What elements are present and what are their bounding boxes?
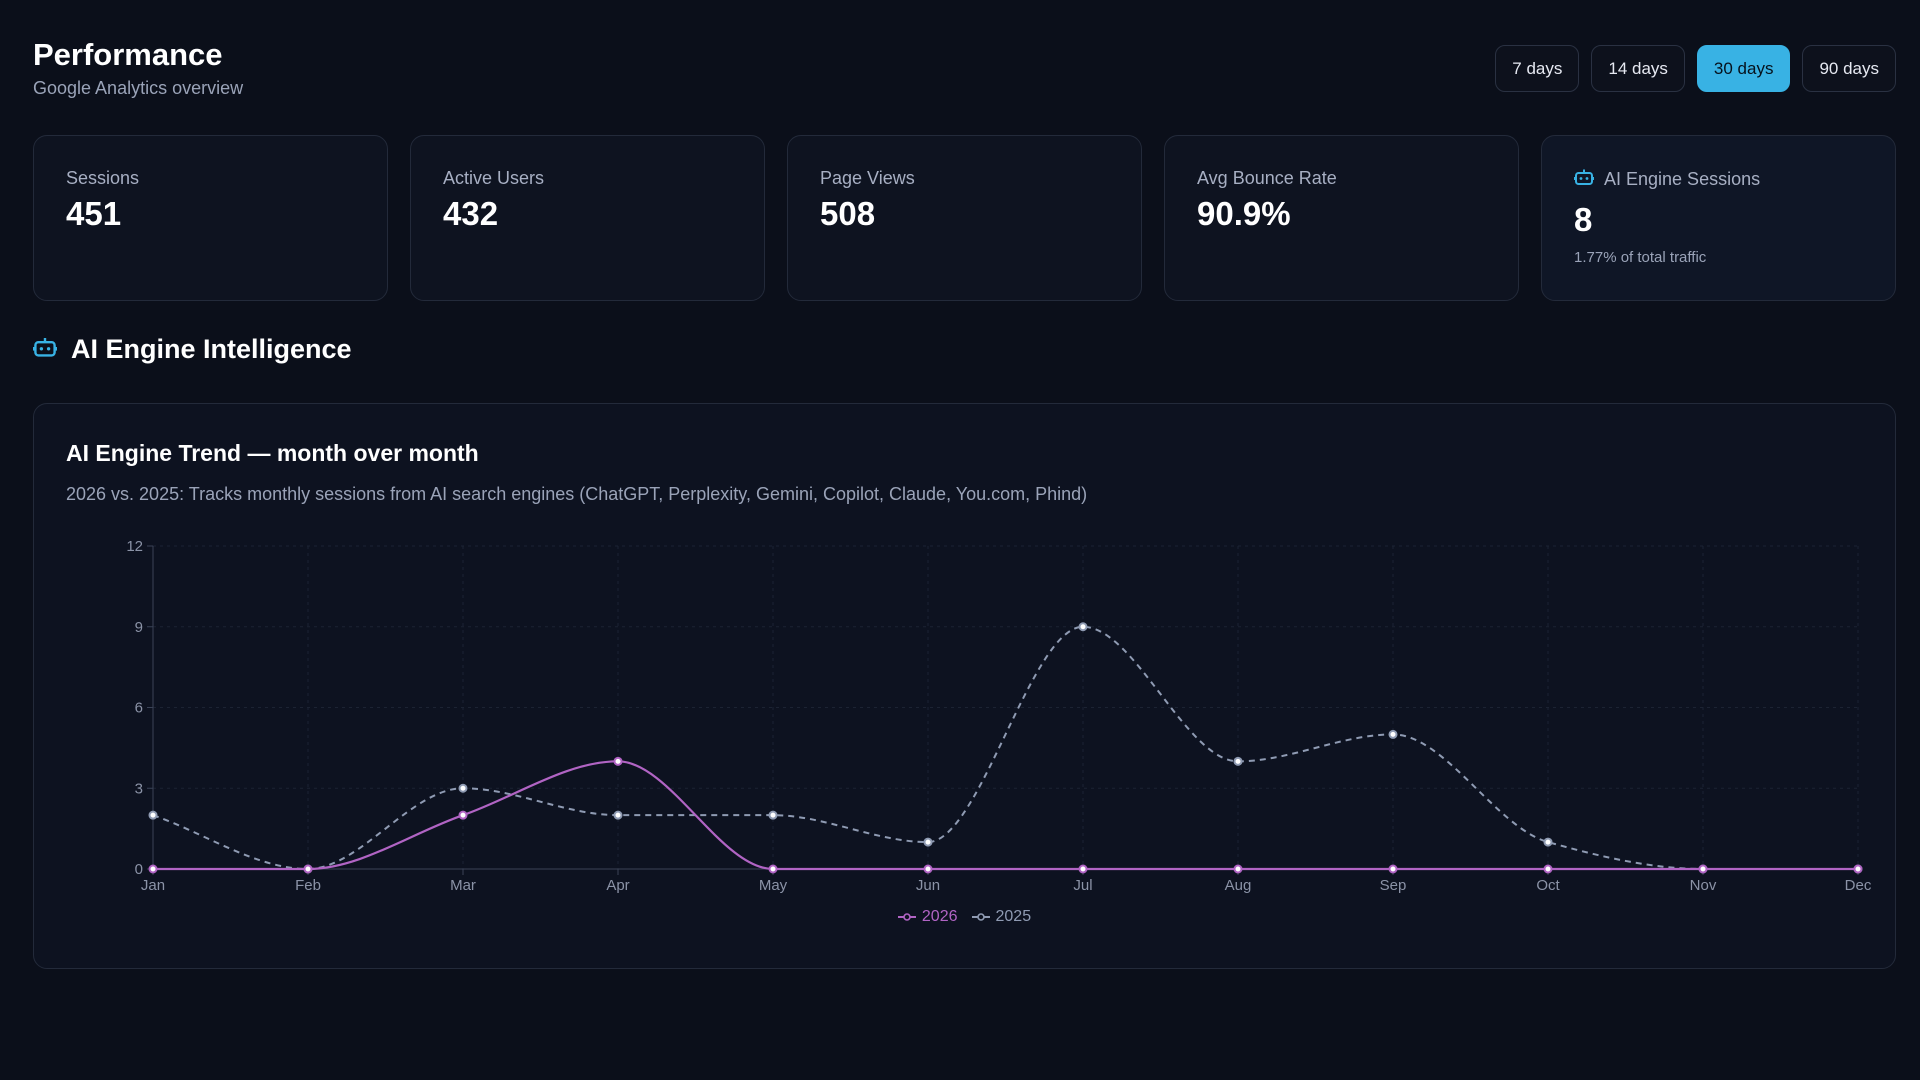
x-tick-label: Feb bbox=[295, 877, 321, 894]
bounce-rate-value: 90.9% bbox=[1197, 195, 1291, 232]
page-subtitle: Google Analytics overview bbox=[33, 78, 244, 98]
stat-label: AI Engine Sessions bbox=[1573, 168, 1863, 191]
active-users-value: 432 bbox=[443, 195, 499, 232]
robot-icon bbox=[32, 334, 58, 365]
range-90-days-button[interactable]: 90 days bbox=[1802, 45, 1896, 92]
y-tick-label: 3 bbox=[135, 780, 143, 797]
stat-label: Sessions bbox=[66, 168, 355, 189]
page-views-card: Page Views 508 bbox=[787, 135, 1142, 301]
x-tick-label: Oct bbox=[1536, 877, 1560, 894]
legend-label: 2026 bbox=[921, 908, 958, 925]
data-point-2026 bbox=[923, 864, 933, 874]
date-range-selector: 7 days 14 days 30 days 90 days bbox=[1495, 45, 1896, 92]
ai-engine-intelligence-heading: AI Engine Intelligence bbox=[32, 334, 352, 365]
ai-engine-sessions-card: AI Engine Sessions 8 1.77% of total traf… bbox=[1541, 135, 1896, 301]
data-point-2025 bbox=[768, 810, 778, 820]
sessions-value: 451 bbox=[66, 195, 122, 232]
x-tick-label: Sep bbox=[1380, 877, 1407, 894]
legend-swatch-icon bbox=[897, 913, 916, 921]
data-point-2025 bbox=[458, 783, 468, 793]
data-point-2025 bbox=[613, 810, 623, 820]
ai-engine-trend-card: AI Engine Trend — month over month 2026 … bbox=[33, 403, 1896, 969]
section-title: AI Engine Intelligence bbox=[71, 334, 352, 364]
data-point-2026 bbox=[1698, 864, 1708, 874]
bounce-rate-card: Avg Bounce Rate 90.9% bbox=[1164, 135, 1519, 301]
data-point-2025 bbox=[923, 837, 933, 847]
y-tick-label: 12 bbox=[126, 538, 143, 555]
chart-title: AI Engine Trend — month over month bbox=[66, 440, 479, 466]
sessions-card: Sessions 451 bbox=[33, 135, 388, 301]
data-point-2025 bbox=[1233, 756, 1243, 766]
data-point-2025 bbox=[1388, 729, 1398, 739]
sessions-label: Sessions bbox=[66, 168, 140, 188]
range-7-days-button[interactable]: 7 days bbox=[1495, 45, 1580, 92]
y-tick-label: 6 bbox=[135, 700, 143, 717]
legend-swatch-marker bbox=[903, 913, 911, 921]
data-point-2025 bbox=[1543, 837, 1553, 847]
x-tick-label: Mar bbox=[450, 877, 476, 894]
stat-label: Avg Bounce Rate bbox=[1197, 168, 1486, 189]
x-tick-label: Apr bbox=[606, 877, 629, 894]
legend-swatch-marker bbox=[976, 913, 985, 921]
data-point-2025 bbox=[148, 810, 158, 820]
robot-icon bbox=[1573, 168, 1595, 191]
range-14-days-button[interactable]: 14 days bbox=[1591, 45, 1685, 92]
x-tick-label: Jun bbox=[916, 877, 940, 894]
page-views-label: Page Views bbox=[820, 168, 915, 188]
y-tick-label: 9 bbox=[135, 619, 143, 636]
chart-description: 2026 vs. 2025: Tracks monthly sessions f… bbox=[66, 484, 1088, 504]
ai-engine-trend-chart: 0 3 6 9 12 Jan Feb Mar Apr May Jun Jul Aug Sep Oct Nov D… bbox=[126, 538, 1872, 894]
active-users-label: Active Users bbox=[443, 168, 545, 188]
data-point-2026 bbox=[458, 810, 468, 820]
data-point-2026 bbox=[148, 864, 158, 874]
legend-label: 2025 bbox=[995, 908, 1032, 925]
x-tick-label: Jul bbox=[1073, 877, 1092, 894]
data-point-2026 bbox=[1853, 864, 1863, 874]
stats-row: Sessions 451 Active Users 432 Page Views… bbox=[33, 135, 1896, 301]
data-point-2026 bbox=[1078, 864, 1088, 874]
data-point-2026 bbox=[303, 864, 313, 874]
chart-legend: 2026 2025 bbox=[34, 908, 1895, 926]
x-tick-label: Aug bbox=[1225, 877, 1252, 894]
stat-label: Page Views bbox=[820, 168, 1109, 189]
data-point-2025 bbox=[1078, 622, 1088, 632]
legend-swatch-icon bbox=[971, 913, 990, 921]
ai-traffic-share-note: 1.77% of total traffic bbox=[1574, 249, 1707, 266]
range-30-days-button[interactable]: 30 days bbox=[1696, 45, 1791, 92]
series-line-2025 bbox=[152, 625, 1858, 871]
ai-engine-sessions-label: AI Engine Sessions bbox=[1604, 169, 1761, 189]
x-tick-label: Jan bbox=[141, 877, 165, 894]
legend-item-2026[interactable]: 2026 bbox=[897, 908, 958, 926]
x-tick-label: Dec bbox=[1845, 877, 1872, 894]
page-title: Performance bbox=[33, 37, 223, 72]
page-views-value: 508 bbox=[820, 195, 876, 232]
data-point-2026 bbox=[1543, 864, 1553, 874]
legend-item-2025[interactable]: 2025 bbox=[971, 908, 1032, 926]
stat-label: Active Users bbox=[443, 168, 732, 189]
y-tick-label: 0 bbox=[135, 861, 143, 878]
bounce-rate-label: Avg Bounce Rate bbox=[1197, 168, 1337, 188]
series-line-2026 bbox=[153, 760, 1858, 871]
data-point-2026 bbox=[613, 756, 623, 766]
page-header: Performance Google Analytics overview bbox=[33, 36, 243, 99]
data-point-2026 bbox=[768, 864, 778, 874]
data-point-2026 bbox=[1388, 864, 1398, 874]
active-users-card: Active Users 432 bbox=[410, 135, 765, 301]
x-tick-label: May bbox=[759, 877, 788, 894]
ai-engine-sessions-value: 8 bbox=[1574, 201, 1593, 238]
data-point-2026 bbox=[1233, 864, 1243, 874]
x-tick-label: Nov bbox=[1690, 877, 1717, 894]
